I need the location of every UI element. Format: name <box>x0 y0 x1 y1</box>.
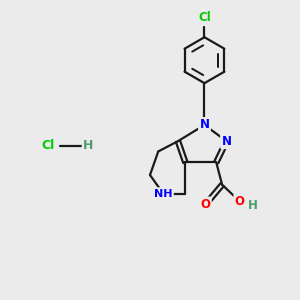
Text: O: O <box>200 198 210 211</box>
Text: NH: NH <box>154 189 172 199</box>
Text: H: H <box>248 199 258 212</box>
Text: N: N <box>200 118 209 131</box>
Text: O: O <box>235 195 245 208</box>
Text: N: N <box>222 135 232 148</box>
Text: Cl: Cl <box>42 139 55 152</box>
Text: Cl: Cl <box>198 11 211 24</box>
Text: H: H <box>83 139 93 152</box>
